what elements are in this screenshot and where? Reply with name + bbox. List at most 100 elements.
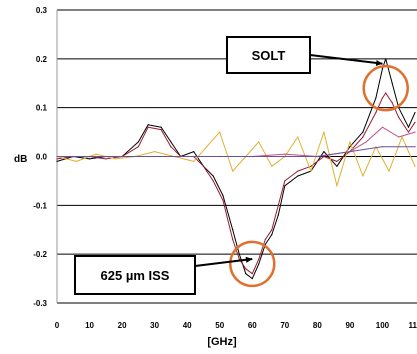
callout-arrow-head [375,59,383,66]
series-line-5 [57,146,415,157]
x-tick-label: 50 [215,321,224,330]
series-point [258,141,260,143]
series-point [323,151,325,153]
y-tick-label: -0.2 [33,250,47,259]
series-point [212,175,214,177]
y-tick-label: 0.1 [36,104,48,113]
x-tick-label: 30 [150,321,159,330]
series-point [56,155,58,158]
series-point [362,175,364,177]
series-point [160,129,162,131]
series-group [56,58,416,280]
callout-arrow-line [194,258,253,267]
y-axis-label: dB [14,154,27,165]
series-point [407,126,410,128]
series-point [414,165,416,167]
series-point [349,146,351,148]
series-point [336,185,338,187]
series-point [381,146,384,148]
series-point [258,263,260,265]
series-line-4 [57,126,416,157]
series-line-2 [56,92,416,275]
series-point [251,155,253,158]
x-tick-label: 60 [248,321,257,330]
callout-box [74,255,196,295]
y-tick-label: -0.1 [33,201,47,210]
callout-arrow-head [245,256,253,263]
series-point [391,102,393,104]
x-tick-label: 90 [345,321,354,330]
series-point [323,131,325,133]
series-point [147,126,149,128]
series-point [222,199,224,202]
series-point [222,194,224,197]
series-point [375,111,377,114]
series-point [219,131,221,133]
series-point [114,158,117,160]
series-point [284,155,286,158]
series-point [245,273,247,275]
series-point [271,234,273,236]
series-point [284,153,286,155]
y-tick-label: 0.2 [36,55,48,64]
series-point [375,146,377,148]
series-point [349,141,351,143]
series-point [362,131,364,133]
series-point [121,155,123,158]
series-point [105,158,107,160]
series-point [414,111,416,114]
series-point [398,136,400,138]
series-point [154,155,156,158]
y-tick-label: -0.3 [33,299,47,308]
series-point [284,180,286,182]
series-point [375,97,377,99]
series-point [398,116,400,119]
series-point [414,131,416,133]
series-point [137,141,139,143]
series-point [336,160,338,162]
series-point [232,170,234,172]
series-point [212,180,214,182]
x-tick-labels: 0 10 20 30 40 50 60 70 80 90 100 110 [55,321,417,330]
series-point [160,126,162,128]
y-tick-labels: 0.3 0.2 0.1 0.0 -0.1 -0.2 -0.3 [33,6,47,308]
x-tick-label: 20 [118,321,127,330]
series-point [56,160,58,162]
series-point [310,170,312,172]
series-point [95,153,97,155]
series-point [202,165,205,167]
series-point [232,238,234,241]
series-point [297,170,299,172]
series-point [277,204,279,206]
series-point [193,151,195,153]
series-point [206,146,208,148]
series-point [362,136,364,138]
series-point [170,146,172,148]
y-tick-label: 0.0 [36,153,48,162]
series-point [258,258,260,260]
series-point [297,175,299,177]
series-point [297,136,299,138]
series-point [336,165,338,167]
series-point [264,238,266,241]
callouts: SOLT 625 µm ISS [74,36,383,295]
series-point [154,151,156,153]
callout-label: SOLT [252,48,286,63]
series-point [251,277,253,280]
x-tick-label: 80 [313,321,322,330]
x-tick-label: 70 [280,321,289,330]
series-point [365,141,367,143]
y-tick-label: 0.3 [36,6,48,15]
callout-box [226,36,311,74]
series-point [238,258,240,260]
series-point [391,82,393,84]
series-point [88,158,91,160]
series-point [414,146,416,148]
series-point [170,141,172,143]
highlight-circle [229,240,276,288]
series-point [349,151,351,153]
series-point [75,160,78,162]
series-point [316,155,318,158]
series-point [388,170,390,172]
